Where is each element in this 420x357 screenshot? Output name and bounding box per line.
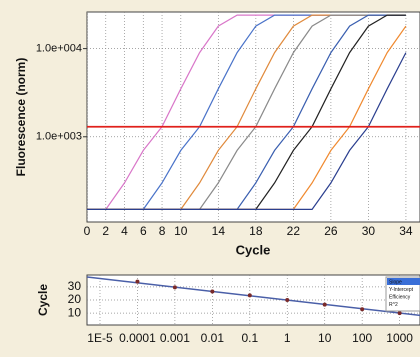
x-tick-label: 0.01 <box>201 331 225 345</box>
y-tick-label: 1.0e+004 <box>36 42 82 54</box>
y-tick-label: 1.0e+003 <box>36 131 82 143</box>
data-point <box>210 289 215 294</box>
data-point <box>247 293 252 298</box>
y-tick-label: 10 <box>68 305 82 319</box>
stats-label: Efficiency <box>389 294 411 300</box>
stats-label: Y-Intercept <box>389 287 414 293</box>
data-point <box>360 307 365 312</box>
x-tick-label: 14 <box>212 224 226 238</box>
x-tick-label: 0 <box>84 224 91 238</box>
x-tick-label: 10 <box>318 331 332 345</box>
plot-area <box>86 11 420 223</box>
x-tick-label: 0.1 <box>241 331 258 345</box>
y-tick-label: 20 <box>68 292 82 306</box>
x-tick-label: 30 <box>362 224 376 238</box>
y-tick-label: 30 <box>68 279 82 293</box>
x-tick-label: 0.0001 <box>119 331 156 345</box>
data-point <box>285 298 290 302</box>
x-tick-label: 22 <box>287 224 301 238</box>
plot <box>87 12 420 222</box>
x-tick-label: 1000 <box>386 331 413 345</box>
data-point <box>397 311 402 316</box>
x-tick-label: 18 <box>249 224 263 238</box>
x-tick-label: 10 <box>174 224 188 238</box>
data-point <box>172 285 177 290</box>
stats-highlight <box>387 278 420 285</box>
x-tick-label: 1E-5 <box>87 331 113 345</box>
x-axis-label: Cycle <box>236 242 271 257</box>
x-tick-label: 6 <box>140 224 147 238</box>
stats-label: Slope <box>389 279 402 285</box>
x-tick-label: 1 <box>284 331 291 345</box>
data-point <box>135 279 140 284</box>
stats-label: R^2 <box>389 302 398 308</box>
x-tick-label: 26 <box>324 224 338 238</box>
data-point <box>322 302 327 307</box>
x-tick-label: 0.001 <box>160 331 190 345</box>
plot <box>87 275 420 325</box>
x-tick-label: 4 <box>121 224 128 238</box>
amplification-curve <box>87 52 407 210</box>
x-tick-label: 34 <box>399 224 413 238</box>
x-tick-label: 100 <box>352 331 372 345</box>
fit-line <box>87 276 420 317</box>
x-tick-label: 8 <box>159 224 166 238</box>
x-tick-label: 2 <box>102 224 109 238</box>
y-axis-label: Fluorescence (norm) <box>14 58 28 177</box>
y-axis-label: Cycle <box>36 284 50 316</box>
